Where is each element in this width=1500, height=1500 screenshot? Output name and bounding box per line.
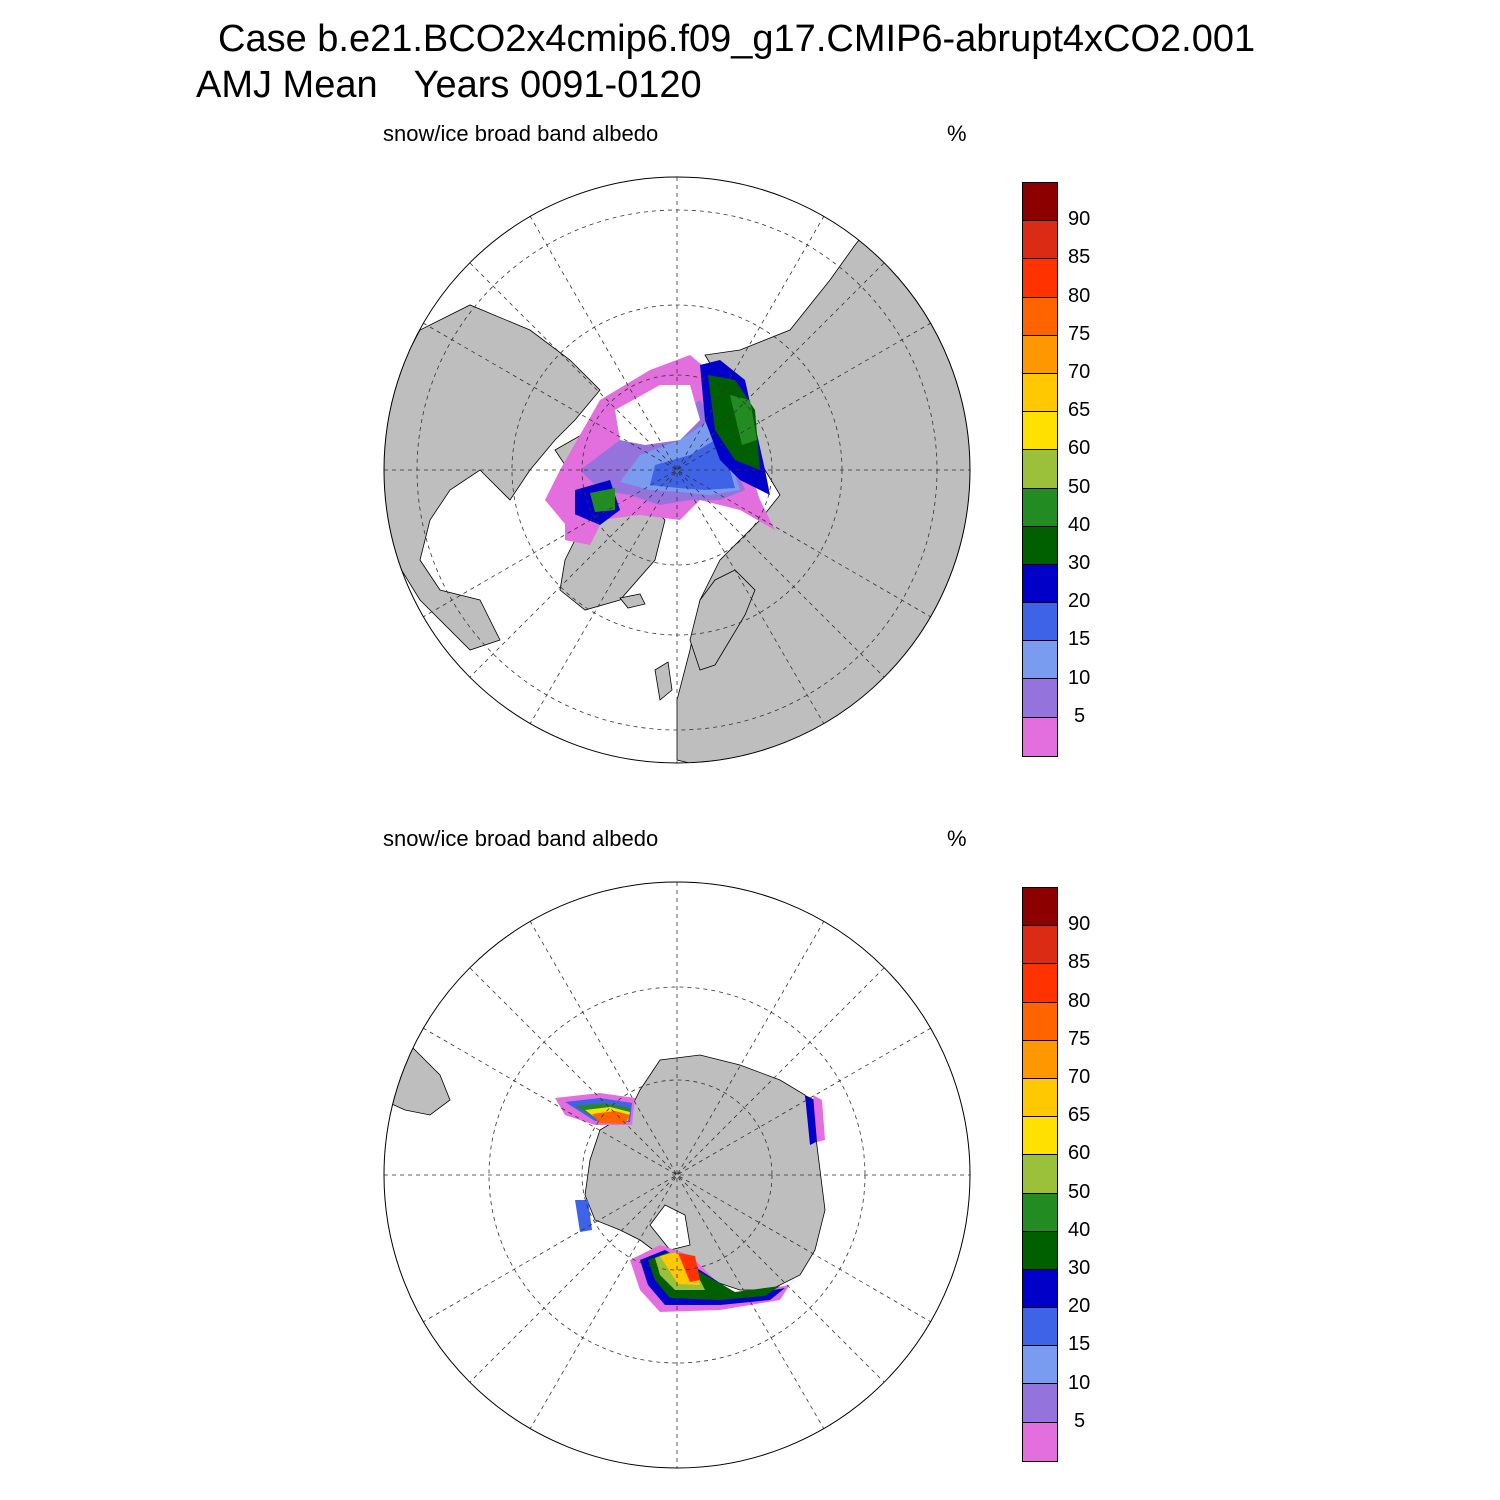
nh-land-british-isles xyxy=(654,661,673,701)
colorbar-segment xyxy=(1023,1193,1057,1232)
case-title: Case b.e21.BCO2x4cmip6.f09_g17.CMIP6-abr… xyxy=(218,18,1256,60)
sh-units-label: % xyxy=(947,826,967,851)
colorbar-segment xyxy=(1023,221,1057,260)
colorbar-tick-label: 15 xyxy=(1068,1333,1091,1356)
nh-map xyxy=(383,176,971,764)
colorbar-tick-label: 50 xyxy=(1068,475,1091,498)
colorbar-segment xyxy=(1023,1117,1057,1156)
colorbar-segment xyxy=(1023,412,1057,451)
colorbar-segment xyxy=(1023,335,1057,374)
colorbar-tick-label: 40 xyxy=(1068,513,1091,536)
colorbar-segment xyxy=(1023,526,1057,565)
nh-land-iceland xyxy=(619,593,646,609)
colorbar-tick-label: 30 xyxy=(1068,552,1091,574)
colorbar-tick-label: 85 xyxy=(1068,951,1091,974)
colorbar-segment xyxy=(1023,1002,1057,1041)
colorbar-tick-label: 80 xyxy=(1068,989,1091,1012)
colorbar-tick-label: 15 xyxy=(1068,628,1091,651)
sh-map xyxy=(383,881,971,1469)
sh-ross-sea xyxy=(649,1204,691,1251)
colorbar-segment xyxy=(1023,717,1057,756)
sh-land-antarctica xyxy=(584,1054,826,1291)
colorbar-segment xyxy=(1023,1040,1057,1079)
nh-colorbar xyxy=(1022,182,1058,757)
colorbar-segment xyxy=(1023,488,1057,527)
colorbar-tick-label: 40 xyxy=(1068,1218,1091,1241)
colorbar-segment xyxy=(1023,1231,1057,1270)
colorbar-segment xyxy=(1023,1308,1057,1347)
sh-variable-label: snow/ice broad band albedo xyxy=(383,826,659,851)
colorbar-segment xyxy=(1023,888,1057,927)
colorbar-tick-label: 80 xyxy=(1068,284,1091,307)
colorbar-segment xyxy=(1023,297,1057,336)
colorbar-tick-label: 65 xyxy=(1068,1104,1091,1127)
colorbar-segment xyxy=(1023,926,1057,965)
colorbar-tick-label: 10 xyxy=(1068,666,1091,689)
colorbar-tick-label: 75 xyxy=(1068,322,1091,345)
colorbar-segment xyxy=(1023,259,1057,298)
colorbar-tick-label: 30 xyxy=(1068,1257,1091,1279)
nh-units-label: % xyxy=(947,121,967,146)
nh-central-arctic xyxy=(615,385,700,445)
colorbar-segment xyxy=(1023,1078,1057,1118)
colorbar-tick-label: 85 xyxy=(1068,246,1091,269)
colorbar-segment xyxy=(1023,641,1057,680)
nh-ice-hudson-pink xyxy=(565,510,600,545)
colorbar-segment xyxy=(1023,183,1057,222)
colorbar-tick-label: 5 xyxy=(1074,704,1086,727)
colorbar-tick-label: 75 xyxy=(1068,1027,1091,1050)
colorbar-tick-label: 60 xyxy=(1068,437,1091,460)
colorbar-segment xyxy=(1023,964,1057,1003)
sh-ice-east-coast-pink xyxy=(813,1095,825,1142)
sh-ice-ross-red xyxy=(678,1253,700,1282)
sh-colorbar xyxy=(1022,887,1058,1462)
colorbar-tick-label: 65 xyxy=(1068,399,1091,422)
nh-ice-band-40 xyxy=(708,375,760,470)
nh-ice-hudson-green xyxy=(590,488,615,512)
season-years-title: AMJ Mean Years 0091-0120 xyxy=(196,64,702,107)
sh-graticule xyxy=(384,882,970,1468)
colorbar-segment xyxy=(1023,603,1057,642)
season-label: AMJ Mean xyxy=(196,64,378,106)
sh-ice-weddell-orange xyxy=(592,1111,630,1124)
colorbar-segment xyxy=(1023,1346,1057,1385)
colorbar-segment xyxy=(1023,1422,1057,1461)
colorbar-segment xyxy=(1023,373,1057,413)
years-label: Years 0091-0120 xyxy=(413,64,702,106)
nh-variable-label: snow/ice broad band albedo xyxy=(383,121,659,146)
colorbar-segment xyxy=(1023,679,1057,718)
colorbar-segment xyxy=(1023,1269,1057,1309)
nh-ice-band-50 xyxy=(730,395,757,445)
colorbar-tick-label: 10 xyxy=(1068,1371,1091,1394)
colorbar-segment xyxy=(1023,564,1057,604)
nh-graticule xyxy=(384,177,970,763)
colorbar-tick-label: 5 xyxy=(1074,1409,1086,1432)
colorbar-tick-label: 90 xyxy=(1068,208,1091,231)
nh-ice-band-20 xyxy=(650,440,735,490)
colorbar-tick-label: 20 xyxy=(1068,590,1091,613)
colorbar-tick-label: 20 xyxy=(1068,1295,1091,1318)
nh-land-scandinavia xyxy=(689,569,756,671)
colorbar-tick-label: 70 xyxy=(1068,361,1091,383)
colorbar-segment xyxy=(1023,1155,1057,1194)
colorbar-tick-label: 60 xyxy=(1068,1142,1091,1165)
colorbar-tick-label: 50 xyxy=(1068,1180,1091,1203)
colorbar-segment xyxy=(1023,450,1057,489)
colorbar-segment xyxy=(1023,1384,1057,1423)
colorbar-tick-label: 70 xyxy=(1068,1066,1091,1088)
colorbar-tick-label: 90 xyxy=(1068,913,1091,936)
